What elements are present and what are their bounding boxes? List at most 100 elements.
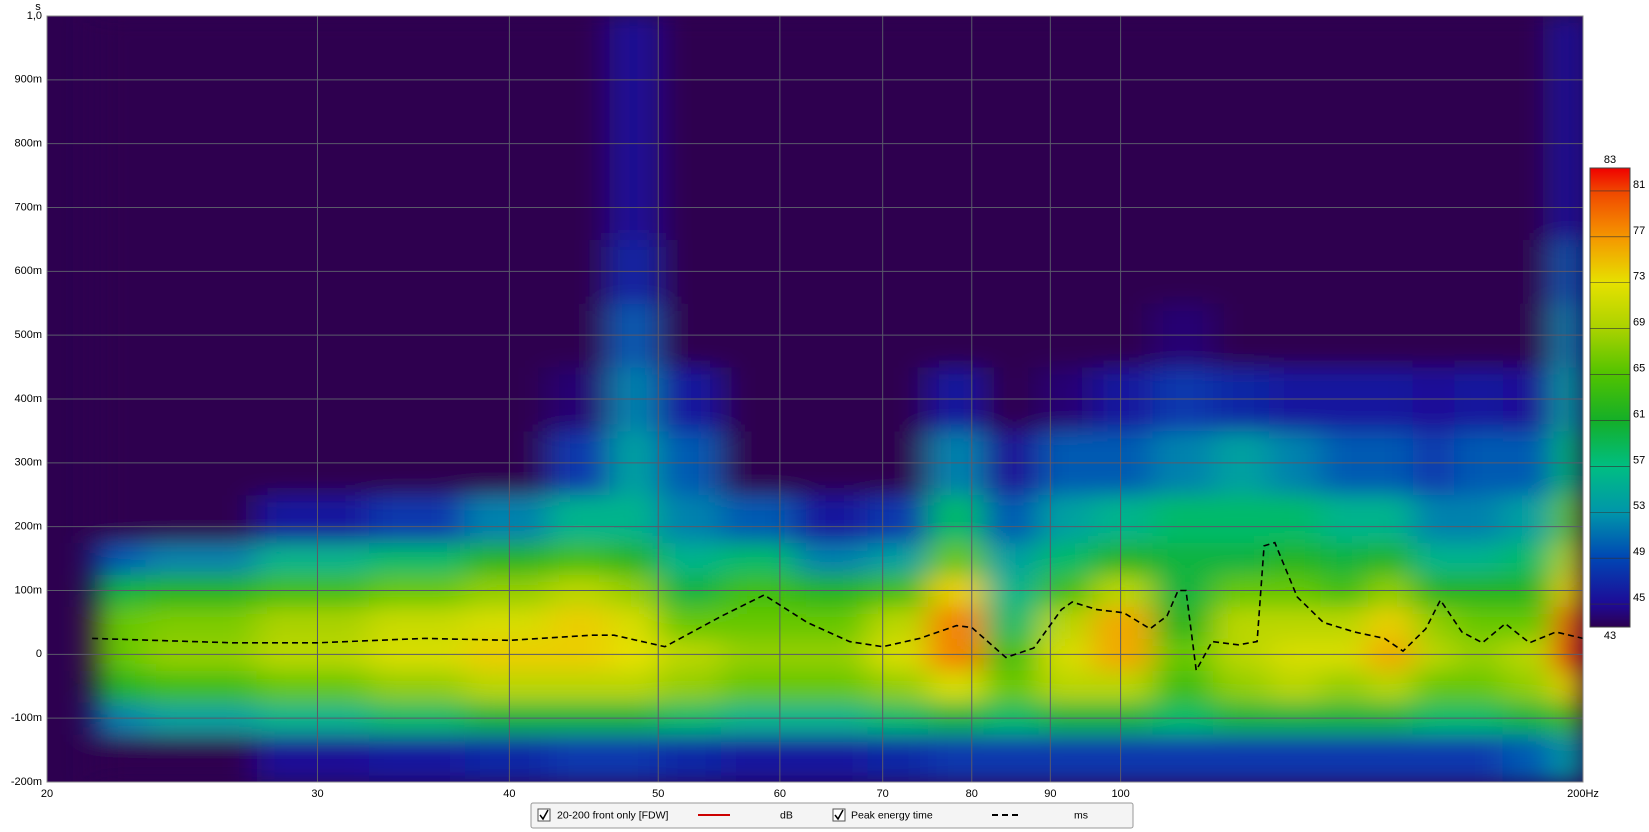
- heat-cell: [983, 16, 1040, 240]
- x-tick-label: 40: [503, 788, 515, 800]
- heat-cell: [1038, 606, 1094, 639]
- colorbar-label: 61: [1633, 408, 1645, 420]
- heat-cell: [983, 606, 1040, 639]
- y-tick-label: 400m: [14, 393, 42, 405]
- heat-cell: [1454, 542, 1504, 576]
- heat-cell: [1038, 542, 1094, 576]
- heat-cell: [1038, 16, 1094, 240]
- heat-cell: [256, 734, 370, 782]
- heat-cell: [1454, 16, 1504, 240]
- heat-cell: [867, 670, 929, 703]
- x-tick-label: 50: [652, 788, 664, 800]
- heat-cell: [1553, 734, 1583, 782]
- heat-cell: [95, 494, 147, 544]
- heat-cell: [1213, 494, 1270, 544]
- legend-checkbox[interactable]: [832, 808, 846, 822]
- heat-cell: [464, 606, 550, 639]
- heat-cell: [657, 494, 722, 544]
- heat-cell: [95, 542, 147, 576]
- heat-cell: [1454, 670, 1504, 703]
- lines: [92, 541, 1583, 673]
- heat-cell: [1092, 542, 1153, 576]
- peak-line: [92, 541, 1583, 673]
- heat-cell: [145, 494, 258, 544]
- x-tick-label: 20: [41, 788, 53, 800]
- heat-cell: [1502, 606, 1555, 639]
- x-tick-label: 70: [877, 788, 889, 800]
- heat-cell: [657, 734, 722, 782]
- heat-cell: [609, 16, 659, 240]
- heat-cell: [720, 494, 796, 544]
- y-tick-label: 300m: [14, 457, 42, 469]
- y-tick-label: 900m: [14, 74, 42, 86]
- heatmap-cells: [95, 16, 1583, 782]
- legend-label: Peak energy time: [851, 809, 933, 821]
- heat-cell: [256, 494, 370, 544]
- heat-cell: [145, 542, 258, 576]
- heat-cell: [95, 606, 147, 639]
- heat-cell: [256, 542, 370, 576]
- heat-cell: [1213, 734, 1270, 782]
- y-tick-label: 200m: [14, 521, 42, 533]
- x-tick-label: 60: [774, 788, 786, 800]
- x-tick-label: 100: [1111, 788, 1129, 800]
- heat-cell: [928, 734, 985, 782]
- heat-cell: [609, 670, 659, 703]
- heat-cell: [983, 670, 1040, 703]
- heat-cell: [795, 16, 868, 240]
- heat-cell: [795, 494, 868, 544]
- heat-cell: [867, 16, 929, 240]
- heat-cell: [368, 542, 466, 576]
- heat-cell: [1553, 670, 1583, 703]
- colorbar-label: 53: [1633, 500, 1645, 512]
- heat-cell: [1213, 606, 1270, 639]
- heat-cell: [1412, 542, 1455, 576]
- heat-cell: [928, 542, 985, 576]
- heat-cell: [1268, 494, 1321, 544]
- heat-cell: [1320, 734, 1369, 782]
- heat-cell: [795, 670, 868, 703]
- heat-cell: [368, 734, 466, 782]
- heat-cell: [368, 494, 466, 544]
- y-tick-label: -200m: [11, 776, 42, 788]
- heat-cell: [1152, 670, 1214, 703]
- heat-cell: [657, 16, 722, 240]
- heat-cell: [609, 542, 659, 576]
- heat-cell: [1553, 494, 1583, 544]
- heat-cell: [464, 670, 550, 703]
- colorbar-label: 81: [1633, 179, 1645, 191]
- heat-cell: [256, 16, 370, 240]
- y-unit: s: [35, 1, 41, 13]
- y-tick-label: 0: [36, 648, 42, 660]
- heat-cell: [464, 542, 550, 576]
- heat-cell: [1502, 670, 1555, 703]
- heat-cell: [1412, 734, 1455, 782]
- heat-cell: [1412, 670, 1455, 703]
- heat-cell: [1038, 670, 1094, 703]
- heat-cell: [548, 494, 610, 544]
- heat-cell: [1152, 494, 1214, 544]
- legend-checkbox[interactable]: [537, 808, 551, 822]
- heat-cell: [867, 606, 929, 639]
- heat-cell: [1368, 542, 1414, 576]
- heat-cell: [548, 670, 610, 703]
- heat-cell: [1152, 542, 1214, 576]
- heat-cell: [867, 542, 929, 576]
- colorbar-label: 83: [1604, 154, 1616, 166]
- heat-cell: [1412, 494, 1455, 544]
- heat-cell: [1268, 670, 1321, 703]
- heat-cell: [95, 670, 147, 703]
- heat-cell: [983, 542, 1040, 576]
- heat-cell: [1553, 542, 1583, 576]
- y-tick-label: -100m: [11, 712, 42, 724]
- heat-cell: [145, 606, 258, 639]
- legend-unit: dB: [780, 809, 793, 821]
- colorbar-ticks: 43 45 49 53 57 61 65 69 73 77 81 83: [1590, 154, 1645, 642]
- heat-cell: [1152, 606, 1214, 639]
- heat-cell: [1320, 670, 1369, 703]
- heat-cell: [1152, 16, 1214, 240]
- legend-label: 20-200 front only [FDW]: [557, 809, 669, 821]
- heat-cell: [145, 670, 258, 703]
- x-tick-label: 90: [1044, 788, 1056, 800]
